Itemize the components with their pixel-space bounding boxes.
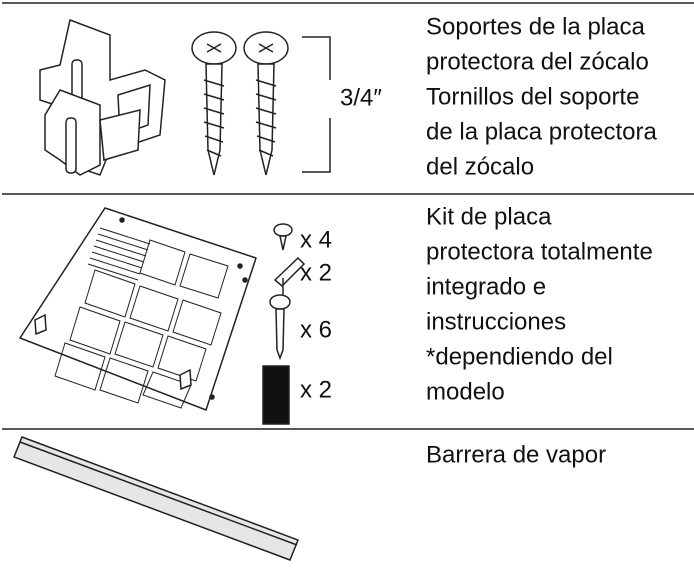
quantity-label: x 4 <box>300 226 332 253</box>
description-line: Kit de placa <box>426 203 552 230</box>
description-line: protectora totalmente <box>426 238 653 265</box>
plate-illustration <box>18 207 306 425</box>
barrier-illustration <box>13 436 299 561</box>
description-line: *dependiendo del <box>426 343 613 370</box>
size-label: 3/4″ <box>340 84 382 111</box>
screw-illustration <box>191 31 331 176</box>
quantity-label: x 6 <box>300 316 332 343</box>
bracket-illustration <box>39 18 166 176</box>
quantity-label: x 2 <box>300 376 332 403</box>
description-line: Tornillos del soporte <box>426 83 639 110</box>
description-line: Barrera de vapor <box>426 441 606 468</box>
description-line: de la placa protectora <box>426 118 657 145</box>
description-line: instrucciones <box>426 308 566 335</box>
description-line: protectora del zócalo <box>426 48 649 75</box>
description-line: del zócalo <box>426 153 534 180</box>
description-line: modelo <box>426 378 505 405</box>
description-line: Soportes de la placa <box>426 13 645 40</box>
description-line: integrado e <box>426 273 546 300</box>
quantity-label: x 2 <box>300 259 332 286</box>
